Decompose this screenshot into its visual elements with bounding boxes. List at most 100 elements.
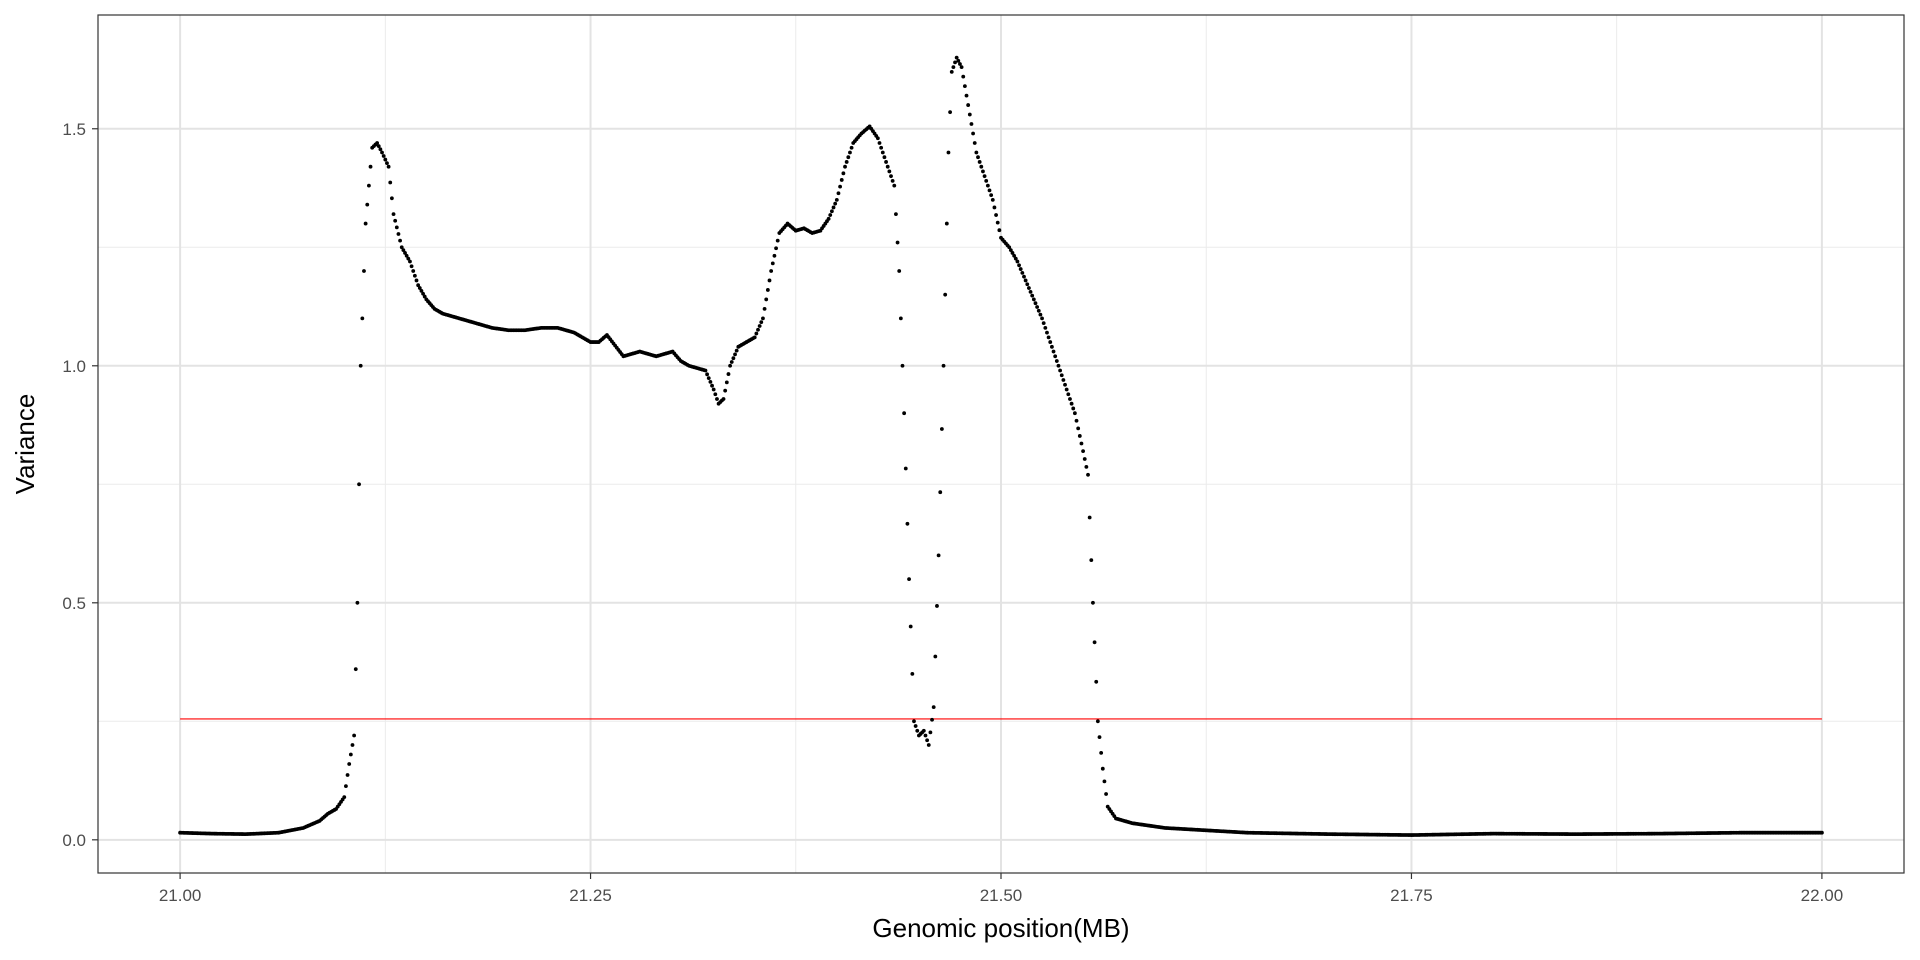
data-point xyxy=(710,383,714,388)
data-point xyxy=(764,297,769,302)
data-point xyxy=(774,246,778,251)
data-point xyxy=(969,122,974,126)
data-point xyxy=(1097,735,1102,740)
data-point xyxy=(966,103,971,107)
data-point xyxy=(828,213,833,217)
data-point xyxy=(939,427,944,431)
data-point xyxy=(1056,363,1061,368)
data-point xyxy=(1012,253,1017,258)
data-point xyxy=(990,197,995,202)
data-point xyxy=(769,269,774,273)
data-point xyxy=(890,179,895,183)
data-point xyxy=(987,188,992,193)
y-axis-ticks: 0.0 0.5 1.0 1.5 xyxy=(62,120,98,850)
data-point xyxy=(389,196,394,201)
y-tick-label: 0.5 xyxy=(62,594,86,613)
data-point xyxy=(1023,278,1028,283)
data-point xyxy=(345,773,350,777)
data-point xyxy=(1059,373,1064,378)
data-point xyxy=(357,482,361,487)
data-point xyxy=(958,62,962,66)
data-point xyxy=(836,191,841,196)
y-axis-title: Variance xyxy=(10,394,40,495)
data-point xyxy=(923,733,928,738)
data-point xyxy=(908,624,913,629)
x-axis-title: Genomic position(MB) xyxy=(872,913,1129,943)
data-point xyxy=(1018,267,1023,271)
data-point xyxy=(833,201,838,206)
data-point xyxy=(841,171,846,176)
data-point xyxy=(875,136,880,141)
data-point xyxy=(938,490,943,495)
data-point xyxy=(826,216,831,221)
data-point xyxy=(417,286,422,290)
data-point xyxy=(754,331,759,336)
data-point xyxy=(992,205,997,210)
data-point xyxy=(411,269,416,273)
data-point xyxy=(946,150,951,155)
data-point xyxy=(399,245,404,250)
data-point xyxy=(931,705,936,709)
data-point xyxy=(944,221,949,226)
data-point xyxy=(936,553,941,558)
data-point xyxy=(959,65,964,70)
data-point xyxy=(1064,387,1069,392)
data-point xyxy=(391,212,396,216)
data-point xyxy=(1077,434,1082,438)
data-point xyxy=(898,316,903,321)
data-point xyxy=(1045,330,1049,335)
data-point xyxy=(1008,248,1013,253)
data-point xyxy=(757,324,762,328)
data-point xyxy=(378,147,383,152)
data-point xyxy=(892,183,897,188)
data-point xyxy=(403,251,407,255)
data-point xyxy=(941,363,946,368)
x-tick-label: 22.00 xyxy=(1801,886,1844,905)
data-point xyxy=(388,180,393,185)
data-point xyxy=(422,294,427,299)
data-point xyxy=(762,307,767,311)
data-point xyxy=(1079,441,1084,446)
data-point xyxy=(1043,325,1048,330)
data-point xyxy=(848,150,852,155)
data-point xyxy=(1071,406,1076,411)
data-point xyxy=(734,348,739,353)
data-point xyxy=(1069,401,1074,406)
data-point xyxy=(879,145,884,150)
y-tick-label: 0.0 xyxy=(62,831,86,850)
data-point xyxy=(1076,426,1081,431)
data-point xyxy=(347,762,352,766)
data-point xyxy=(913,724,918,728)
x-axis-ticks: 21.00 21.25 21.50 21.75 22.00 xyxy=(159,873,1843,905)
data-point xyxy=(726,372,731,376)
data-point xyxy=(925,738,930,743)
data-point xyxy=(416,283,421,288)
data-point xyxy=(363,221,368,226)
data-point xyxy=(342,795,347,800)
data-point xyxy=(926,743,931,747)
data-point xyxy=(900,363,905,368)
data-point xyxy=(1066,392,1071,397)
data-point xyxy=(381,154,386,158)
data-point xyxy=(948,110,952,115)
data-point xyxy=(839,178,844,182)
data-point xyxy=(984,179,989,183)
data-point xyxy=(1086,472,1090,477)
data-point xyxy=(829,209,834,214)
data-point xyxy=(713,392,718,397)
data-point xyxy=(765,288,770,292)
data-point xyxy=(838,184,842,189)
data-point xyxy=(1022,274,1026,279)
data-point xyxy=(394,225,399,230)
data-point xyxy=(756,327,760,332)
data-point xyxy=(1054,359,1059,363)
data-point xyxy=(915,728,920,733)
data-point xyxy=(721,397,726,401)
data-point xyxy=(404,253,409,258)
data-point xyxy=(355,600,360,605)
x-tick-label: 21.50 xyxy=(980,886,1023,905)
data-point xyxy=(723,388,728,393)
data-point xyxy=(844,160,849,164)
data-point xyxy=(1095,719,1100,724)
data-point xyxy=(752,335,757,340)
